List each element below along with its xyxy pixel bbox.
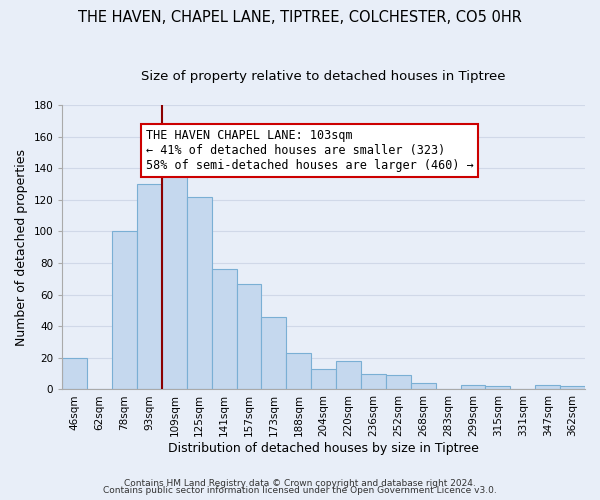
Bar bbox=[162, 158, 187, 390]
Bar bbox=[187, 196, 212, 390]
Bar bbox=[336, 361, 361, 390]
Bar bbox=[411, 383, 436, 390]
Bar bbox=[535, 384, 560, 390]
Bar bbox=[62, 358, 87, 390]
Bar bbox=[137, 184, 162, 390]
Bar bbox=[212, 270, 236, 390]
Bar bbox=[311, 369, 336, 390]
Bar bbox=[461, 384, 485, 390]
Bar bbox=[112, 232, 137, 390]
Bar bbox=[485, 386, 511, 390]
X-axis label: Distribution of detached houses by size in Tiptree: Distribution of detached houses by size … bbox=[168, 442, 479, 455]
Y-axis label: Number of detached properties: Number of detached properties bbox=[15, 148, 28, 346]
Bar bbox=[560, 386, 585, 390]
Bar bbox=[386, 375, 411, 390]
Title: Size of property relative to detached houses in Tiptree: Size of property relative to detached ho… bbox=[142, 70, 506, 83]
Bar bbox=[286, 353, 311, 390]
Bar bbox=[361, 374, 386, 390]
Bar bbox=[262, 317, 286, 390]
Text: Contains public sector information licensed under the Open Government Licence v3: Contains public sector information licen… bbox=[103, 486, 497, 495]
Text: THE HAVEN, CHAPEL LANE, TIPTREE, COLCHESTER, CO5 0HR: THE HAVEN, CHAPEL LANE, TIPTREE, COLCHES… bbox=[78, 10, 522, 25]
Text: Contains HM Land Registry data © Crown copyright and database right 2024.: Contains HM Land Registry data © Crown c… bbox=[124, 478, 476, 488]
Bar bbox=[236, 284, 262, 390]
Text: THE HAVEN CHAPEL LANE: 103sqm
← 41% of detached houses are smaller (323)
58% of : THE HAVEN CHAPEL LANE: 103sqm ← 41% of d… bbox=[146, 129, 474, 172]
